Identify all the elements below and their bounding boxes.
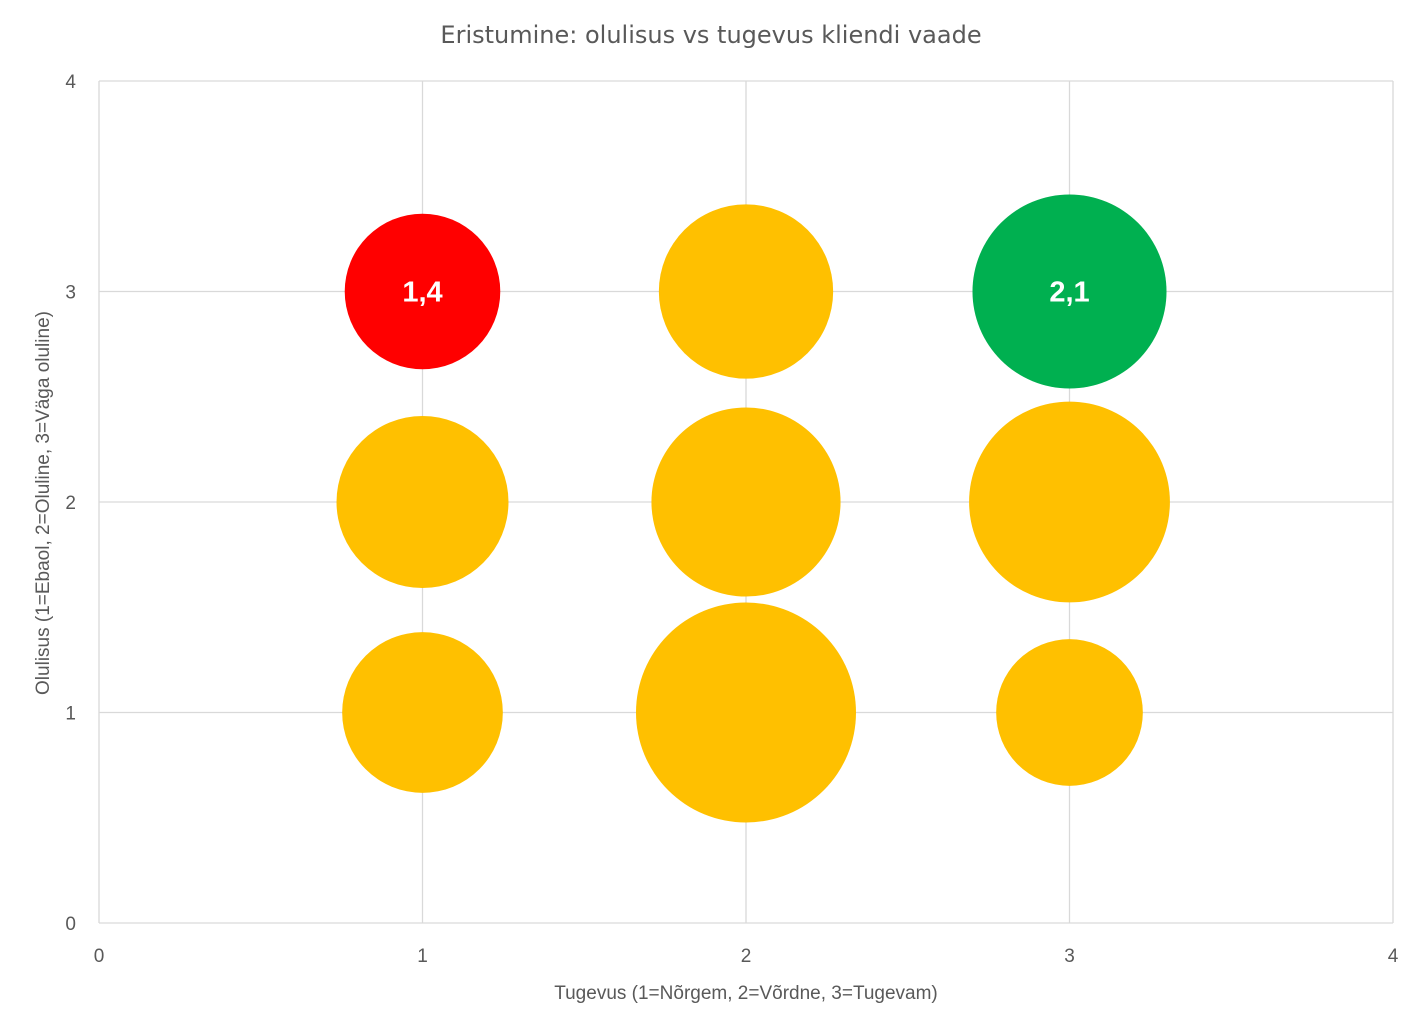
bubble <box>344 213 501 370</box>
bubble <box>969 401 1170 603</box>
data-label: 1,4 <box>402 277 442 309</box>
y-tick-label: 1 <box>65 704 76 725</box>
bubbles: 1,4 2,1 <box>336 194 1170 823</box>
x-tick-label: 2 <box>741 946 752 967</box>
y-tick-label: 4 <box>65 72 76 93</box>
chart-title: Eristumine: olulisus vs tugevus kliendi … <box>440 21 981 49</box>
x-tick-label: 0 <box>94 946 105 967</box>
bubble <box>336 416 509 588</box>
data-label: 2,1 <box>1049 277 1089 309</box>
y-axis-label: Olulisus (1=Ebaol, 2=Oluline, 3=Väga olu… <box>33 311 54 695</box>
bubble <box>658 204 834 379</box>
bubble <box>636 602 856 823</box>
bubble <box>972 194 1167 389</box>
y-tick-label: 2 <box>65 493 76 514</box>
bubble <box>651 407 841 597</box>
bubble <box>342 632 503 793</box>
y-tick-label: 3 <box>65 283 76 304</box>
tick-labels: 0 1 2 3 4 0 1 2 3 4 <box>65 72 1398 967</box>
x-tick-label: 1 <box>417 946 428 967</box>
bubble <box>996 639 1143 786</box>
x-axis-label: Tugevus (1=Nõrgem, 2=Võrdne, 3=Tugevam) <box>554 983 938 1004</box>
y-tick-label: 0 <box>65 914 76 935</box>
x-tick-label: 4 <box>1388 946 1399 967</box>
x-tick-label: 3 <box>1064 946 1075 967</box>
